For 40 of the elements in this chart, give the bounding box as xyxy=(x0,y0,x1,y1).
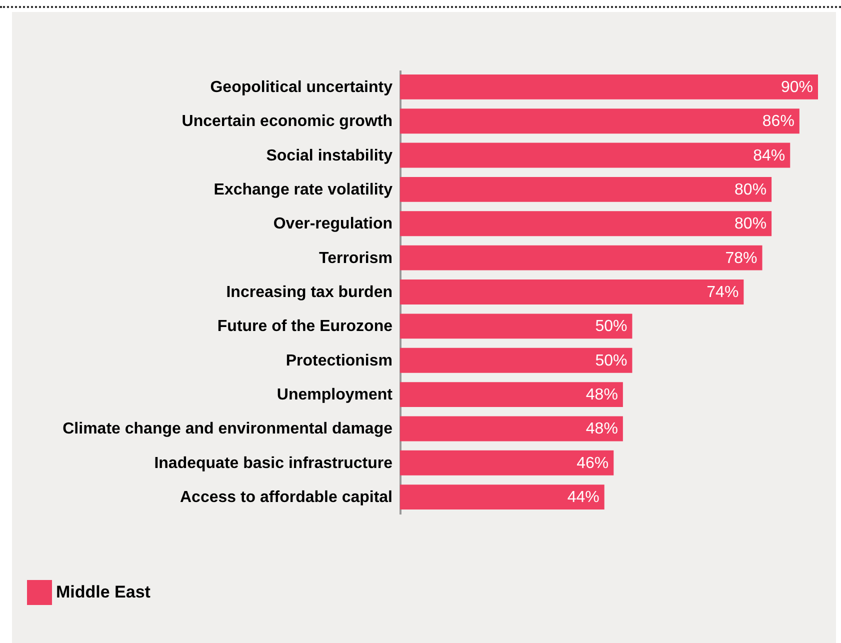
y-tick-label: Uncertain economic growth xyxy=(182,113,392,130)
y-tick-label: Access to affordable capital xyxy=(180,489,392,506)
data-label: 48% xyxy=(586,420,618,438)
bar xyxy=(400,416,623,442)
data-label: 48% xyxy=(586,386,618,404)
data-label: 46% xyxy=(576,454,609,472)
y-tick-label: Climate change and environmental damage xyxy=(62,420,393,438)
bar xyxy=(400,245,762,270)
y-tick-label: Increasing tax burden xyxy=(226,284,392,301)
data-label: 50% xyxy=(595,318,628,336)
data-label: 86% xyxy=(762,113,794,130)
bar xyxy=(400,382,623,408)
y-tick-label: Inadequate basic infrastructure xyxy=(154,454,393,472)
y-tick-label: Over-regulation xyxy=(273,216,392,233)
y-tick-label: Terrorism xyxy=(318,250,392,267)
data-label: 80% xyxy=(734,181,767,198)
bar xyxy=(400,211,772,236)
y-tick-label: Future of the Eurozone xyxy=(217,318,393,336)
data-label: 50% xyxy=(595,352,628,370)
bar xyxy=(400,142,790,168)
y-tick-label: Protectionism xyxy=(286,352,392,370)
data-label: 78% xyxy=(725,250,758,267)
y-tick-label: Social instability xyxy=(266,147,393,164)
bar xyxy=(400,314,632,339)
data-label: 90% xyxy=(780,78,813,96)
bar xyxy=(400,176,772,202)
bar xyxy=(400,348,632,373)
bar xyxy=(400,280,744,304)
data-label: 84% xyxy=(753,147,786,164)
data-label: 44% xyxy=(567,489,600,506)
y-tick-label: Unemployment xyxy=(276,386,394,404)
y-tick-label: Exchange rate volatility xyxy=(214,181,393,198)
bar xyxy=(400,484,604,510)
data-label: 74% xyxy=(706,284,739,301)
legend-label: Middle East xyxy=(56,582,151,602)
bar xyxy=(400,74,818,100)
bar xyxy=(400,108,800,134)
y-tick-label: Geopolitical uncertainty xyxy=(210,78,393,96)
bar xyxy=(400,450,614,476)
data-label: 80% xyxy=(734,216,767,233)
